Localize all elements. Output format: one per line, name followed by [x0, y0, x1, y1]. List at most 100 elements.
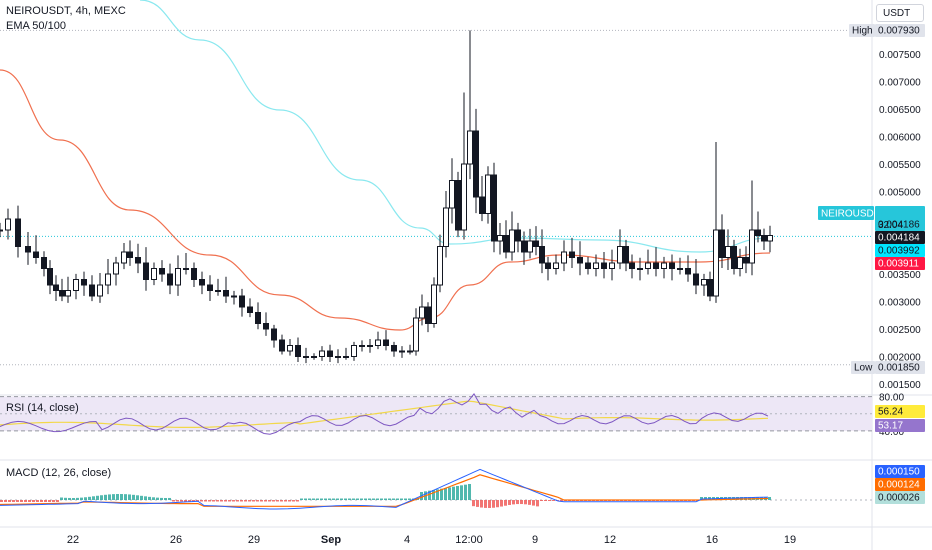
- y-tick-label: 0.003500: [879, 270, 921, 281]
- macd-histogram-bar: [360, 498, 363, 500]
- macd-histogram-bar: [484, 500, 487, 508]
- macd-histogram-bar: [104, 494, 107, 500]
- currency-selector[interactable]: USDT: [876, 4, 924, 22]
- macd-histogram-bar: [108, 494, 111, 500]
- rsi-line: [0, 393, 769, 435]
- macd-histogram-bar: [128, 494, 131, 500]
- y-tick-label: 0.005000: [879, 188, 921, 199]
- macd-histogram-bar: [40, 500, 43, 502]
- candle-body: [391, 345, 397, 352]
- candle-body: [509, 229, 515, 253]
- macd-histogram-bar: [356, 498, 359, 500]
- macd-histogram-bar: [472, 500, 475, 507]
- macd-histogram-bar: [168, 497, 171, 500]
- macd-histogram-bar: [308, 498, 311, 500]
- macd-histogram-bar: [292, 500, 295, 502]
- macd-histogram-bar: [116, 494, 119, 500]
- y-tick-label: 0.002500: [879, 325, 921, 336]
- y-tick-label: 0.001500: [879, 380, 921, 391]
- macd-histogram-bar: [12, 500, 15, 502]
- macd-hist-tag-bg: [875, 491, 925, 504]
- macd-histogram-bar: [28, 500, 31, 502]
- macd-histogram-bar: [88, 496, 91, 500]
- candle-body: [81, 279, 87, 286]
- x-tick-label: 4: [404, 534, 410, 546]
- y-tick-label: 0.006000: [879, 133, 921, 144]
- ema50-tag-bg: [875, 244, 925, 257]
- macd-histogram-bar: [768, 497, 771, 500]
- macd-histogram-bar: [68, 497, 71, 500]
- candle-body: [553, 262, 559, 269]
- candle-body: [311, 356, 317, 358]
- macd-histogram-bar: [16, 500, 19, 502]
- macd-histogram-bar: [184, 500, 187, 502]
- macd-histogram-bar: [300, 498, 303, 500]
- candle-body: [419, 306, 425, 319]
- macd-histogram-bar: [464, 484, 467, 500]
- candle-body: [303, 356, 309, 358]
- candle-body: [231, 295, 237, 298]
- macd-histogram-bar: [316, 498, 319, 500]
- macd-histogram-bar: [152, 497, 155, 500]
- macd-histogram-bar: [52, 500, 55, 502]
- candle-body: [159, 268, 165, 275]
- candle-body: [437, 246, 443, 286]
- candle-body: [623, 246, 629, 264]
- time-axis: 22 26 29 Sep 4 12:00 9 12 16 19: [67, 534, 796, 546]
- macd-histogram-bar: [36, 500, 39, 502]
- candle-body: [601, 262, 607, 269]
- macd-signal-tag-bg: [875, 478, 925, 491]
- candle-body: [719, 229, 725, 258]
- candle-body: [461, 163, 467, 231]
- x-tick-label: 12: [604, 534, 616, 546]
- macd-histogram-bar: [536, 500, 539, 507]
- candle-body: [135, 257, 141, 264]
- candle-body: [617, 246, 623, 264]
- candle-body: [467, 130, 473, 165]
- candle-body: [731, 246, 737, 269]
- high-value-tag-bg: [875, 24, 925, 37]
- macd-histogram-bar: [512, 500, 515, 505]
- candle-body: [503, 235, 509, 253]
- candle-body: [431, 284, 437, 324]
- macd-histogram-bar: [388, 498, 391, 500]
- candle-body: [279, 339, 285, 352]
- candle-body: [593, 262, 599, 269]
- macd-histogram-bar: [336, 498, 339, 500]
- candle-body: [167, 273, 173, 286]
- y-tick-label: 0.007500: [879, 50, 921, 61]
- macd-line: [0, 468, 769, 510]
- candle-body: [383, 339, 389, 346]
- macd-histogram-bar: [276, 500, 279, 502]
- macd-histogram-bar: [352, 498, 355, 500]
- macd-histogram-bar: [32, 500, 35, 502]
- macd-histogram-bar: [372, 498, 375, 500]
- countdown-text: 32:04: [878, 220, 903, 231]
- macd-histogram-bar: [0, 500, 3, 502]
- rsi-ma-tag: 53.17: [878, 421, 903, 432]
- ema100-tag-bg: [875, 257, 925, 270]
- macd-histogram-bar: [320, 498, 323, 500]
- candle-body: [239, 295, 245, 308]
- rsi-ma-tag-bg: [875, 419, 925, 432]
- low-label-tag: Low: [854, 363, 873, 374]
- macd-histogram-bar: [552, 500, 555, 501]
- rsi-legend: RSI (14, close): [6, 402, 79, 414]
- candle-body: [761, 235, 767, 242]
- candle-body: [5, 218, 11, 231]
- macd-histogram-bar: [24, 500, 27, 502]
- candle-body: [677, 268, 683, 270]
- candle-body: [255, 312, 261, 324]
- candle-body: [707, 279, 713, 297]
- low-label-tag-bg: [851, 361, 875, 374]
- macd-histogram-bar: [120, 494, 123, 500]
- macd-histogram-bar: [136, 495, 139, 500]
- macd-histogram-bar: [432, 490, 435, 500]
- candle-body: [25, 246, 31, 253]
- candle-body: [629, 262, 635, 269]
- macd-histogram-bar: [124, 494, 127, 500]
- candle-body: [15, 218, 21, 247]
- macd-histogram-bar: [244, 500, 247, 502]
- rsi-value-tag: 56.24: [878, 407, 903, 418]
